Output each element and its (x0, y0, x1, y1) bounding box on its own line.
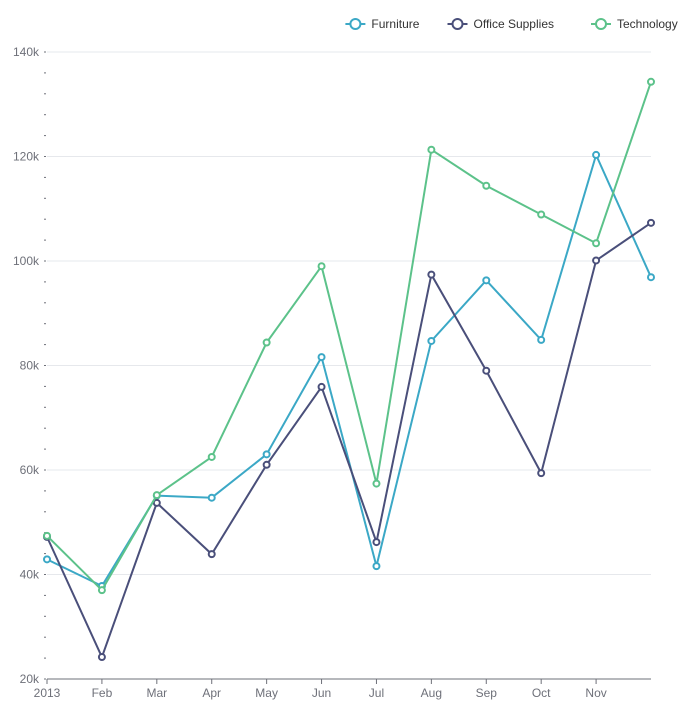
x-tick-label: Jul (369, 686, 384, 700)
legend-label: Office Supplies (474, 17, 555, 31)
x-axis: 2013 Feb Mar Apr May Jun Jul Aug Sep Oct Nov (34, 679, 651, 700)
data-point[interactable] (209, 551, 215, 557)
series-line (47, 155, 651, 586)
series-line (47, 82, 651, 590)
data-point[interactable] (428, 338, 434, 344)
legend[interactable]: Furniture Office Supplies Technology (345, 17, 677, 31)
data-point[interactable] (538, 211, 544, 217)
y-tick-label: 120k (13, 150, 40, 164)
legend-marker-icon (453, 19, 463, 29)
data-point[interactable] (648, 79, 654, 85)
data-point[interactable] (99, 587, 105, 593)
data-point[interactable] (319, 384, 325, 390)
series-technology (44, 79, 654, 593)
data-point[interactable] (319, 354, 325, 360)
data-point[interactable] (154, 492, 160, 498)
y-tick-label: 100k (13, 254, 40, 268)
data-point[interactable] (44, 533, 50, 539)
data-point[interactable] (209, 454, 215, 460)
data-point[interactable] (264, 462, 270, 468)
data-point[interactable] (593, 240, 599, 246)
legend-marker-icon (596, 19, 606, 29)
data-point[interactable] (373, 539, 379, 545)
data-point[interactable] (99, 654, 105, 660)
data-point[interactable] (593, 257, 599, 263)
legend-label: Furniture (371, 17, 419, 31)
series-office-supplies (44, 220, 654, 660)
data-point[interactable] (483, 368, 489, 374)
data-point[interactable] (538, 337, 544, 343)
data-point[interactable] (373, 563, 379, 569)
data-point[interactable] (648, 274, 654, 280)
data-point[interactable] (44, 556, 50, 562)
x-tick-label: Feb (92, 686, 113, 700)
x-tick-label: Jun (312, 686, 331, 700)
grid (47, 52, 651, 575)
data-point[interactable] (648, 220, 654, 226)
data-point[interactable] (428, 147, 434, 153)
data-point[interactable] (428, 272, 434, 278)
y-tick-label: 80k (20, 359, 40, 373)
y-tick-label: 40k (20, 568, 40, 582)
y-tick-label: 20k (20, 672, 40, 686)
legend-marker-icon (350, 19, 360, 29)
data-point[interactable] (593, 152, 599, 158)
y-tick-label: 140k (13, 45, 40, 59)
x-tick-label: Oct (532, 686, 551, 700)
x-tick-label: Sep (476, 686, 498, 700)
series-line (47, 223, 651, 657)
x-tick-label: Aug (421, 686, 442, 700)
data-point[interactable] (483, 183, 489, 189)
data-point[interactable] (319, 263, 325, 269)
data-point[interactable] (154, 500, 160, 506)
data-point[interactable] (483, 277, 489, 283)
x-tick-label: Nov (585, 686, 606, 700)
data-point[interactable] (209, 495, 215, 501)
x-tick-label: Apr (202, 686, 221, 700)
legend-item[interactable]: Office Supplies (448, 17, 555, 31)
data-point[interactable] (373, 481, 379, 487)
y-axis: 20k 40k 60k 80k 100k 120k 140k (13, 45, 46, 686)
legend-label: Technology (617, 17, 678, 31)
y-tick-label: 60k (20, 463, 40, 477)
x-tick-label: 2013 (34, 686, 61, 700)
data-point[interactable] (264, 451, 270, 457)
x-tick-label: Mar (146, 686, 167, 700)
data-point[interactable] (538, 470, 544, 476)
data-point[interactable] (264, 340, 270, 346)
legend-item[interactable]: Technology (591, 17, 678, 31)
series-furniture (44, 152, 654, 589)
legend-item[interactable]: Furniture (345, 17, 419, 31)
x-tick-label: May (255, 686, 278, 700)
series-layer (44, 79, 654, 660)
